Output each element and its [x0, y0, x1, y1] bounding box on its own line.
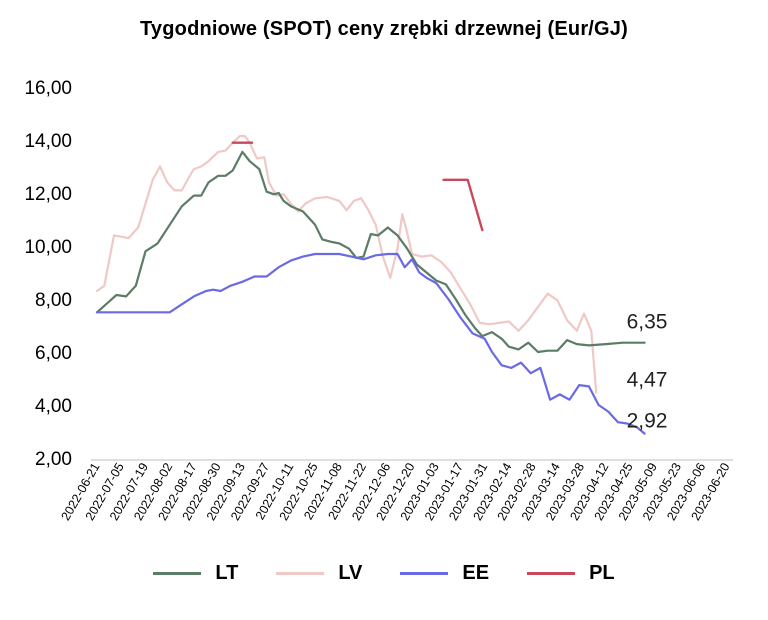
- y-tick-label: 6,00: [35, 343, 72, 364]
- chart-title: Tygodniowe (SPOT) ceny zrębki drzewnej (…: [140, 18, 628, 40]
- legend-label-lt: LT: [215, 562, 239, 584]
- legend-swatch-lt: [153, 572, 202, 575]
- end-value-label: 6,35: [627, 311, 668, 334]
- series-layer: [95, 134, 646, 435]
- legend-label-lv: LV: [338, 562, 363, 584]
- series-line-pl: [442, 178, 484, 232]
- legend: LT LV EE PL: [0, 562, 768, 585]
- y-tick-label: 10,00: [24, 237, 72, 258]
- y-tick-label: 12,00: [24, 184, 72, 205]
- series-line-lt: [95, 150, 646, 354]
- y-tick-label: 16,00: [24, 78, 72, 99]
- end-labels: 6,35 4,47 2,92: [627, 311, 668, 433]
- y-axis: 2,00 4,00 6,00 8,00 10,00 12,00 14,00 16,00: [24, 78, 72, 470]
- legend-swatch-lv: [276, 572, 325, 575]
- y-tick-label: 8,00: [35, 290, 72, 311]
- legend-item-lt: LT: [153, 562, 238, 585]
- legend-swatch-pl: [527, 572, 576, 575]
- legend-label-pl: PL: [589, 562, 615, 584]
- x-axis: 2022-06-212022-07-052022-07-192022-08-02…: [58, 459, 733, 523]
- y-tick-label: 4,00: [35, 396, 72, 417]
- end-value-label: 2,92: [627, 410, 668, 433]
- legend-item-pl: PL: [527, 562, 615, 585]
- legend-item-lv: LV: [276, 562, 362, 585]
- legend-label-ee: EE: [462, 562, 490, 584]
- y-tick-label: 14,00: [24, 131, 72, 152]
- y-tick-label: 2,00: [35, 449, 72, 470]
- legend-swatch-ee: [400, 572, 449, 575]
- series-line-lv: [95, 134, 598, 394]
- series-line-ee: [95, 252, 646, 435]
- legend-item-ee: EE: [400, 562, 489, 585]
- end-value-label: 4,47: [627, 369, 668, 392]
